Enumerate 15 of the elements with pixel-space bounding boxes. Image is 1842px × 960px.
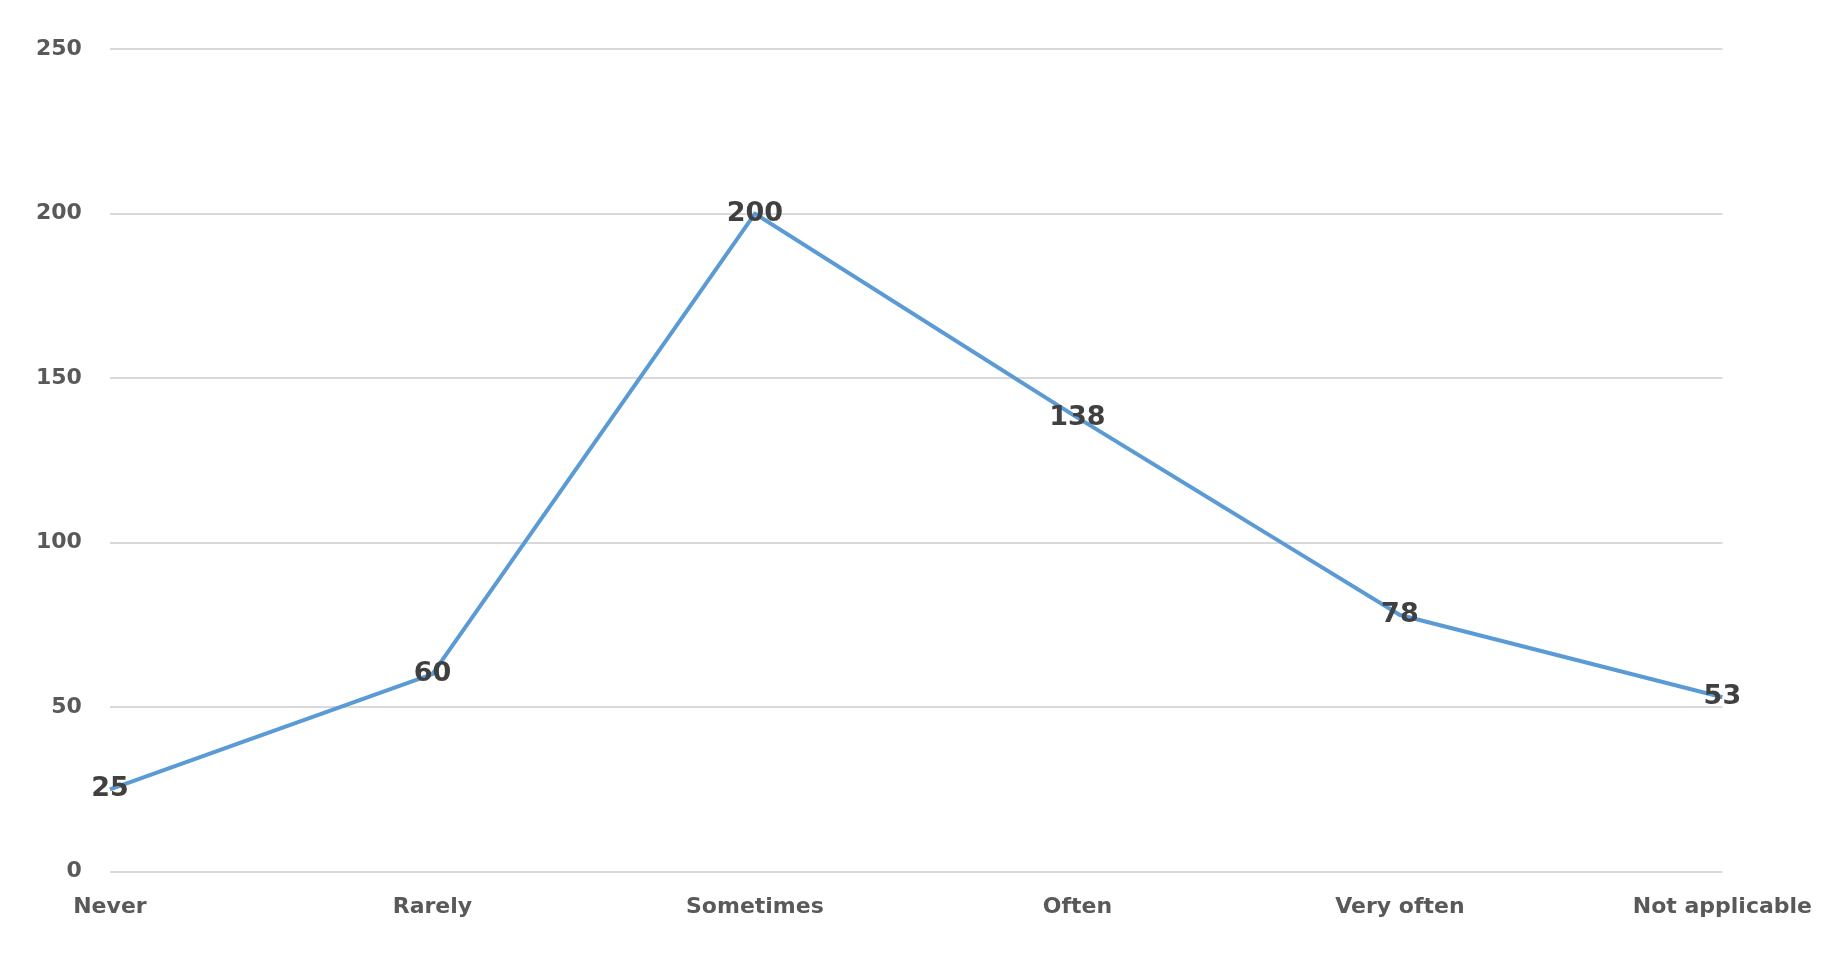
y-tick-label: 200 — [35, 199, 82, 225]
x-tick-label: Rarely — [392, 892, 473, 918]
y-tick-label: 0 — [66, 857, 82, 883]
y-tick-label: 150 — [35, 363, 82, 389]
y-tick-label: 100 — [35, 528, 82, 554]
x-tick-label: Often — [1042, 892, 1113, 918]
x-tick-label: Not applicable — [1632, 892, 1813, 918]
x-tick-label: Very often — [1335, 892, 1465, 918]
data-label: 53 — [1703, 679, 1742, 711]
data-label: 25 — [91, 771, 129, 803]
y-tick-label: 250 — [35, 34, 82, 60]
data-label: 200 — [726, 195, 784, 227]
y-tick-label: 50 — [51, 692, 82, 718]
x-tick-label: Sometimes — [686, 892, 824, 918]
x-tick-label: Never — [73, 892, 147, 918]
